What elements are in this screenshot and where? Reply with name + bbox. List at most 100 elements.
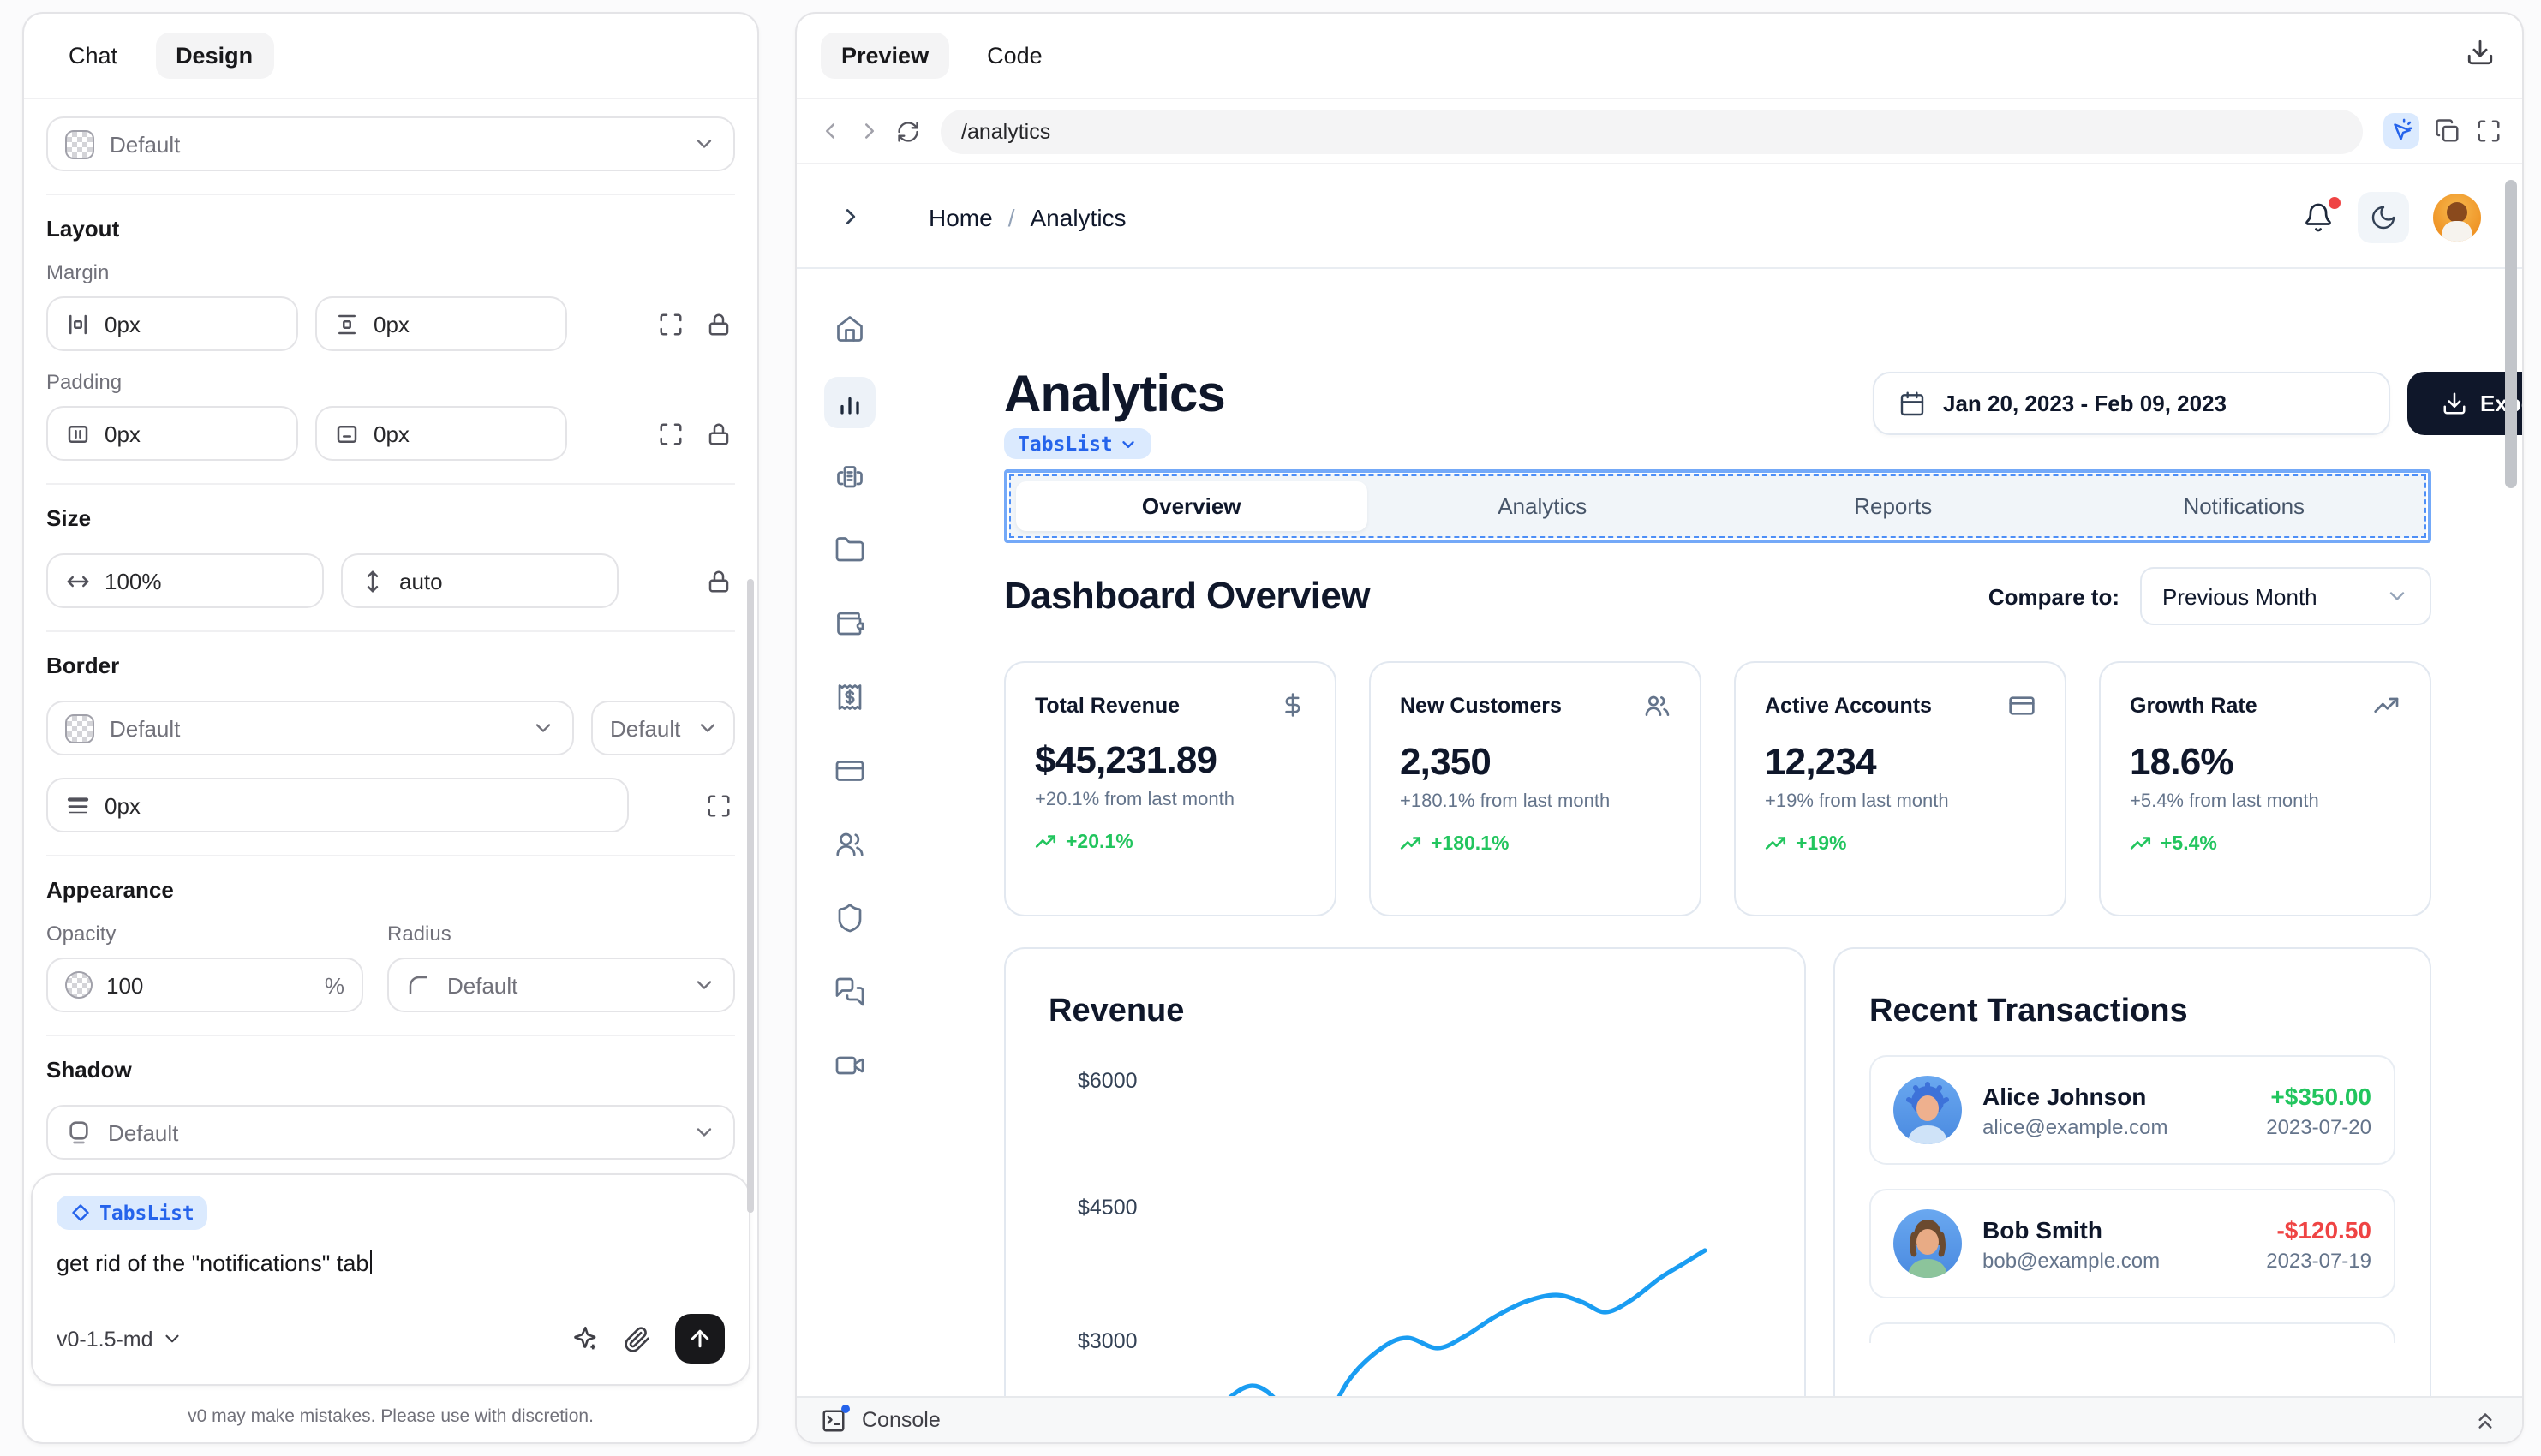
chevrons-up-icon[interactable] bbox=[2472, 1407, 2498, 1433]
url-input[interactable]: /analytics bbox=[941, 109, 2363, 153]
compare-label: Compare to: bbox=[1988, 583, 2119, 609]
sidebar-receipt-icon[interactable] bbox=[824, 671, 876, 723]
margin-x-input[interactable]: 0px bbox=[46, 296, 298, 351]
back-icon[interactable] bbox=[817, 118, 843, 144]
sidebar-analytics-icon[interactable] bbox=[824, 377, 876, 428]
user-avatar[interactable] bbox=[2433, 193, 2481, 241]
tab-preview[interactable]: Preview bbox=[821, 33, 950, 79]
tabslist-context-chip[interactable]: TabsList bbox=[57, 1196, 208, 1230]
sidebar-shield-icon[interactable] bbox=[824, 892, 876, 944]
stat-card-growth-rate: Growth Rate 18.6% +5.4% from last month … bbox=[2099, 661, 2431, 916]
lock-margin-icon[interactable] bbox=[706, 311, 732, 337]
expand-padding-icon[interactable] bbox=[658, 421, 684, 446]
tab-reports[interactable]: Reports bbox=[1854, 493, 1933, 519]
composer-text: get rid of the "notifications" tab bbox=[57, 1250, 369, 1276]
tab-chat[interactable]: Chat bbox=[69, 43, 118, 69]
console-bar[interactable]: Console bbox=[797, 1396, 2522, 1442]
padding-x-input[interactable]: 0px bbox=[46, 406, 298, 461]
sidebar-home-icon[interactable] bbox=[824, 303, 876, 355]
panel-tabs: Chat Design bbox=[24, 14, 757, 99]
sidebar-toggle-icon[interactable] bbox=[838, 204, 864, 230]
padding-y-icon bbox=[334, 421, 360, 446]
y-tick-3000: $3000 bbox=[1078, 1329, 1138, 1353]
credit-card-icon bbox=[2008, 692, 2036, 719]
breadcrumb: Home / Analytics bbox=[929, 203, 1127, 230]
layout-title: Layout bbox=[46, 216, 120, 242]
selected-element-chip[interactable]: TabsList bbox=[1004, 428, 1152, 459]
shadow-dropdown[interactable]: Default bbox=[46, 1105, 735, 1160]
paperclip-icon[interactable] bbox=[624, 1325, 651, 1352]
y-tick-6000: $6000 bbox=[1078, 1069, 1138, 1093]
opacity-unit: % bbox=[324, 972, 344, 998]
style-preset-dropdown[interactable]: Default bbox=[46, 116, 735, 171]
sidebar-users-icon[interactable] bbox=[824, 819, 876, 870]
terminal-icon bbox=[821, 1404, 850, 1433]
date-range-picker[interactable]: Jan 20, 2023 - Feb 09, 2023 bbox=[1873, 372, 2390, 435]
opacity-label: Opacity bbox=[46, 922, 117, 946]
padding-label: Padding bbox=[46, 370, 123, 394]
send-button[interactable] bbox=[675, 1314, 725, 1364]
border-width-input[interactable]: 0px bbox=[46, 778, 629, 832]
model-selector[interactable]: v0-1.5-md bbox=[57, 1327, 184, 1351]
sparkles-icon[interactable] bbox=[571, 1324, 600, 1353]
margin-y-input[interactable]: 0px bbox=[315, 296, 567, 351]
border-section: Border Default Default bbox=[46, 630, 735, 832]
tab-code[interactable]: Code bbox=[987, 43, 1043, 69]
copy-icon[interactable] bbox=[2435, 118, 2460, 144]
tab-notifications[interactable]: Notifications bbox=[2183, 493, 2305, 519]
sidebar-messages-icon[interactable] bbox=[824, 966, 876, 1017]
tab-overview[interactable]: Overview bbox=[1016, 481, 1367, 531]
opacity-input[interactable]: 100 % bbox=[46, 958, 363, 1012]
sidebar-wallet-icon[interactable] bbox=[824, 598, 876, 649]
expand-border-icon[interactable] bbox=[706, 792, 732, 818]
notifications-bell-icon[interactable] bbox=[2303, 196, 2341, 232]
shadow-title: Shadow bbox=[46, 1057, 132, 1083]
chevron-down-icon bbox=[2385, 584, 2409, 608]
chevron-down-icon bbox=[1120, 434, 1139, 453]
stat-trend-value: +5.4% bbox=[2161, 833, 2217, 854]
chevron-down-icon bbox=[531, 716, 555, 740]
sidebar-credit-card-icon[interactable] bbox=[824, 745, 876, 797]
console-label: Console bbox=[862, 1408, 941, 1432]
padding-y-input[interactable]: 0px bbox=[315, 406, 567, 461]
border-color-dropdown[interactable]: Default bbox=[46, 701, 574, 755]
composer-input[interactable]: get rid of the "notifications" tab bbox=[57, 1250, 725, 1276]
sidebar-folder-icon[interactable] bbox=[824, 524, 876, 576]
revenue-line-chart bbox=[1185, 1248, 1707, 1442]
moon-icon bbox=[2370, 203, 2397, 230]
transaction-row-alice[interactable]: Alice Johnson alice@example.com +$350.00… bbox=[1869, 1055, 2395, 1165]
chat-composer[interactable]: TabsList get rid of the "notifications" … bbox=[31, 1173, 750, 1386]
sidebar-video-icon[interactable] bbox=[824, 1040, 876, 1091]
radius-dropdown[interactable]: Default bbox=[387, 958, 735, 1012]
download-icon[interactable] bbox=[2466, 38, 2495, 67]
lock-padding-icon[interactable] bbox=[706, 421, 732, 446]
lock-size-icon[interactable] bbox=[706, 568, 732, 594]
sidebar-invoices-icon[interactable] bbox=[824, 451, 876, 502]
breadcrumb-home[interactable]: Home bbox=[929, 203, 993, 230]
transaction-row-bob[interactable]: Bob Smith bob@example.com -$120.50 2023-… bbox=[1869, 1189, 2395, 1298]
transactions-card: Recent Transactions Alice Johnson alice@… bbox=[1833, 947, 2431, 1442]
stat-value: 2,350 bbox=[1400, 740, 1492, 783]
border-style-dropdown[interactable]: Default bbox=[591, 701, 735, 755]
compare-dropdown[interactable]: Previous Month bbox=[2140, 567, 2431, 625]
fullscreen-icon[interactable] bbox=[2476, 118, 2502, 144]
appearance-title: Appearance bbox=[46, 877, 174, 903]
disclaimer-text: v0 may make mistakes. Please use with di… bbox=[188, 1406, 594, 1427]
tab-design[interactable]: Design bbox=[155, 33, 274, 79]
layout-section: Layout Margin 0px 0px bbox=[46, 194, 735, 461]
left-panel-scrollbar[interactable] bbox=[747, 579, 754, 1213]
expand-margin-icon[interactable] bbox=[658, 311, 684, 337]
height-input[interactable]: auto bbox=[341, 553, 619, 608]
tab-analytics[interactable]: Analytics bbox=[1498, 493, 1587, 519]
forward-icon[interactable] bbox=[857, 118, 882, 144]
radius-value: Default bbox=[447, 972, 518, 998]
preview-scrollbar[interactable] bbox=[2505, 180, 2517, 488]
height-value: auto bbox=[399, 568, 443, 594]
refresh-icon[interactable] bbox=[896, 119, 920, 143]
dark-mode-toggle[interactable] bbox=[2358, 191, 2409, 242]
browser-toolbar: /analytics bbox=[797, 99, 2522, 164]
date-range-value: Jan 20, 2023 - Feb 09, 2023 bbox=[1943, 391, 2227, 416]
width-input[interactable]: 100% bbox=[46, 553, 324, 608]
inspect-cursor-icon[interactable] bbox=[2383, 113, 2419, 149]
